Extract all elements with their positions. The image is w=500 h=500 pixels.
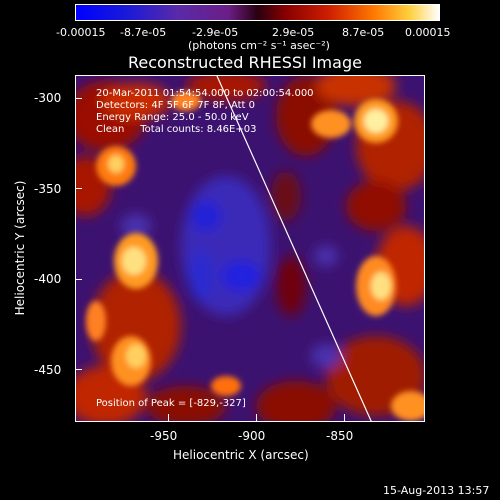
annotation-peak-position: Position of Peak = [-829,-327] (96, 398, 246, 409)
image-plot: 20-Mar-2011 01:54:54.000 to 02:00:54.000… (75, 75, 425, 422)
colorbar-tick-2: -8.7e-05 (120, 26, 167, 39)
colorbar-tick-6: 0.00015 (405, 26, 451, 39)
x-axis-label: Heliocentric X (arcsec) (173, 448, 309, 462)
rhessi-image (76, 76, 424, 421)
colorbar-tick-3: -2.9e-05 (192, 26, 239, 39)
colorbar-tick-5: 8.7e-05 (342, 26, 385, 39)
y-tick-mark (75, 369, 82, 370)
y-axis-label: Heliocentric Y (arcsec) (13, 180, 27, 316)
y-tick-label: -300 (34, 91, 62, 105)
y-tick-label: -400 (34, 272, 62, 286)
x-tick-label: -850 (326, 429, 354, 443)
y-tick-mark (75, 98, 82, 99)
y-tick-label: -350 (34, 182, 62, 196)
x-tick-mark (344, 414, 345, 421)
x-tick-label: -950 (150, 429, 178, 443)
y-tick-mark (75, 279, 82, 280)
annotation-time-range: 20-Mar-2011 01:54:54.000 to 02:00:54.000 (96, 88, 314, 99)
footer-timestamp: 15-Aug-2013 13:57 (383, 484, 490, 497)
annotation-detectors: Detectors: 4F 5F 6F 7F 8F, Att 0 (96, 100, 256, 111)
solar-limb-line (216, 76, 372, 421)
plot-title: Reconstructed RHESSI Image (128, 53, 362, 72)
x-tick-label: -900 (238, 429, 266, 443)
y-tick-mark (75, 188, 82, 189)
colorbar-tick-4: 2.9e-05 (272, 26, 315, 39)
x-tick-mark (256, 414, 257, 421)
colorbar-tick-1: -0.00015 (56, 26, 106, 39)
colorbar (75, 4, 440, 21)
x-tick-mark (168, 414, 169, 421)
colorbar-units: (photons cm⁻² s⁻¹ asec⁻²) (188, 39, 330, 52)
annotation-clean-counts: Clean Total counts: 8.46E+03 (96, 124, 257, 135)
annotation-energy-range: Energy Range: 25.0 - 50.0 keV (96, 112, 249, 123)
y-tick-label: -450 (34, 363, 62, 377)
